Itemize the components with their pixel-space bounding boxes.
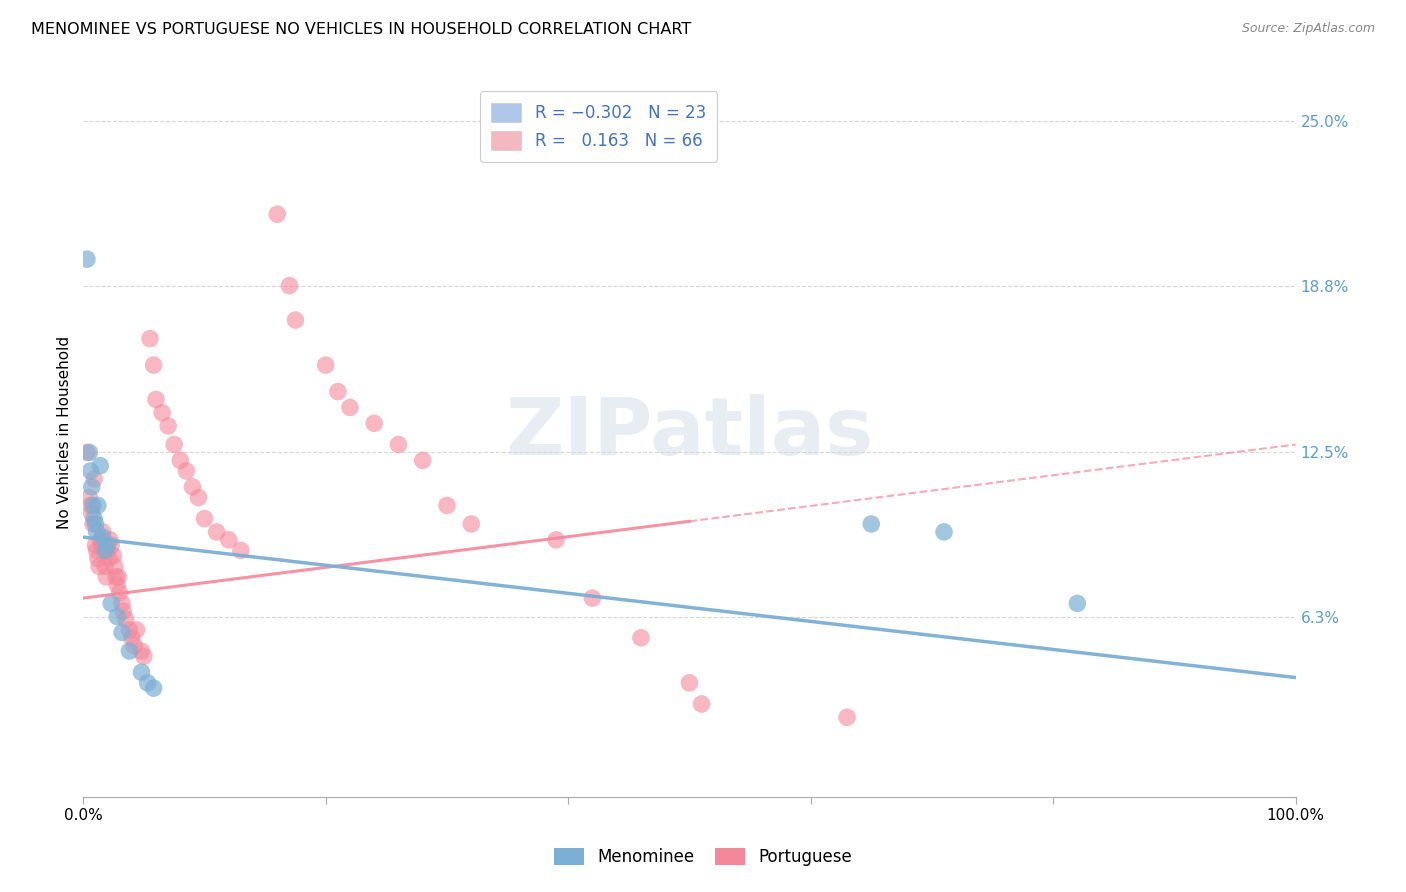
Point [104,559,127,574]
Point [80,507,103,521]
Point [860,516,883,531]
Text: ZIPatlas: ZIPatlas [505,393,873,472]
Point [86,543,108,558]
Point [108,586,131,600]
Point [581,591,603,606]
Point [79,464,101,478]
Point [630,631,652,645]
Point [79,445,101,459]
Point [284,313,307,327]
Point [176,464,198,478]
Point [150,406,173,420]
Point [94,543,117,558]
Point [118,644,141,658]
Point [122,639,145,653]
Point [114,612,136,626]
Point [142,681,165,695]
Point [91,524,114,539]
Point [80,480,103,494]
Point [89,533,111,547]
Point [136,675,159,690]
Point [76,252,98,267]
Text: MENOMINEE VS PORTUGUESE NO VEHICLES IN HOUSEHOLD CORRELATION CHART: MENOMINEE VS PORTUGUESE NO VEHICLES IN H… [31,22,692,37]
Point [87,551,110,566]
Point [121,631,143,645]
Point [315,358,337,372]
Point [98,533,121,547]
Point [105,578,128,592]
Legend: R = −0.302   N = 23, R =   0.163   N = 66: R = −0.302 N = 23, R = 0.163 N = 66 [479,91,717,161]
Point [181,480,204,494]
Point [100,596,122,610]
Point [229,543,252,558]
Point [218,533,240,547]
Point [83,472,105,486]
Point [326,384,349,399]
Point [105,609,128,624]
Point [205,524,228,539]
Point [169,453,191,467]
Point [96,543,118,558]
Point [91,530,114,544]
Point [835,710,858,724]
Point [79,491,101,505]
Y-axis label: No Vehicles in Household: No Vehicles in Household [58,336,72,529]
Point [79,499,101,513]
Legend: Menominee, Portuguese: Menominee, Portuguese [546,840,860,875]
Point [103,549,125,563]
Point [131,644,153,658]
Point [100,538,122,552]
Point [546,533,568,547]
Point [96,538,118,552]
Point [690,697,713,711]
Point [107,570,129,584]
Point [94,559,117,574]
Point [97,551,120,566]
Point [131,665,153,680]
Point [193,511,215,525]
Point [84,516,107,531]
Point [387,437,409,451]
Point [187,491,209,505]
Point [111,625,134,640]
Point [87,499,110,513]
Point [278,278,301,293]
Point [111,596,134,610]
Point [82,516,104,531]
Point [90,538,112,552]
Point [139,332,162,346]
Point [142,358,165,372]
Point [163,437,186,451]
Point [96,570,118,584]
Point [87,559,110,574]
Point [1066,596,1088,610]
Point [436,499,458,513]
Point [82,499,104,513]
Point [157,419,180,434]
Point [84,538,107,552]
Point [678,675,700,690]
Point [83,511,105,525]
Point [86,524,108,539]
Text: Source: ZipAtlas.com: Source: ZipAtlas.com [1241,22,1375,36]
Point [339,401,361,415]
Point [76,445,98,459]
Point [125,623,148,637]
Point [112,604,135,618]
Point [412,453,434,467]
Point [932,524,955,539]
Point [145,392,167,407]
Point [93,543,115,558]
Point [363,417,385,431]
Point [105,570,128,584]
Point [266,207,288,221]
Point [118,623,141,637]
Point [89,458,111,473]
Point [460,516,482,531]
Point [132,649,155,664]
